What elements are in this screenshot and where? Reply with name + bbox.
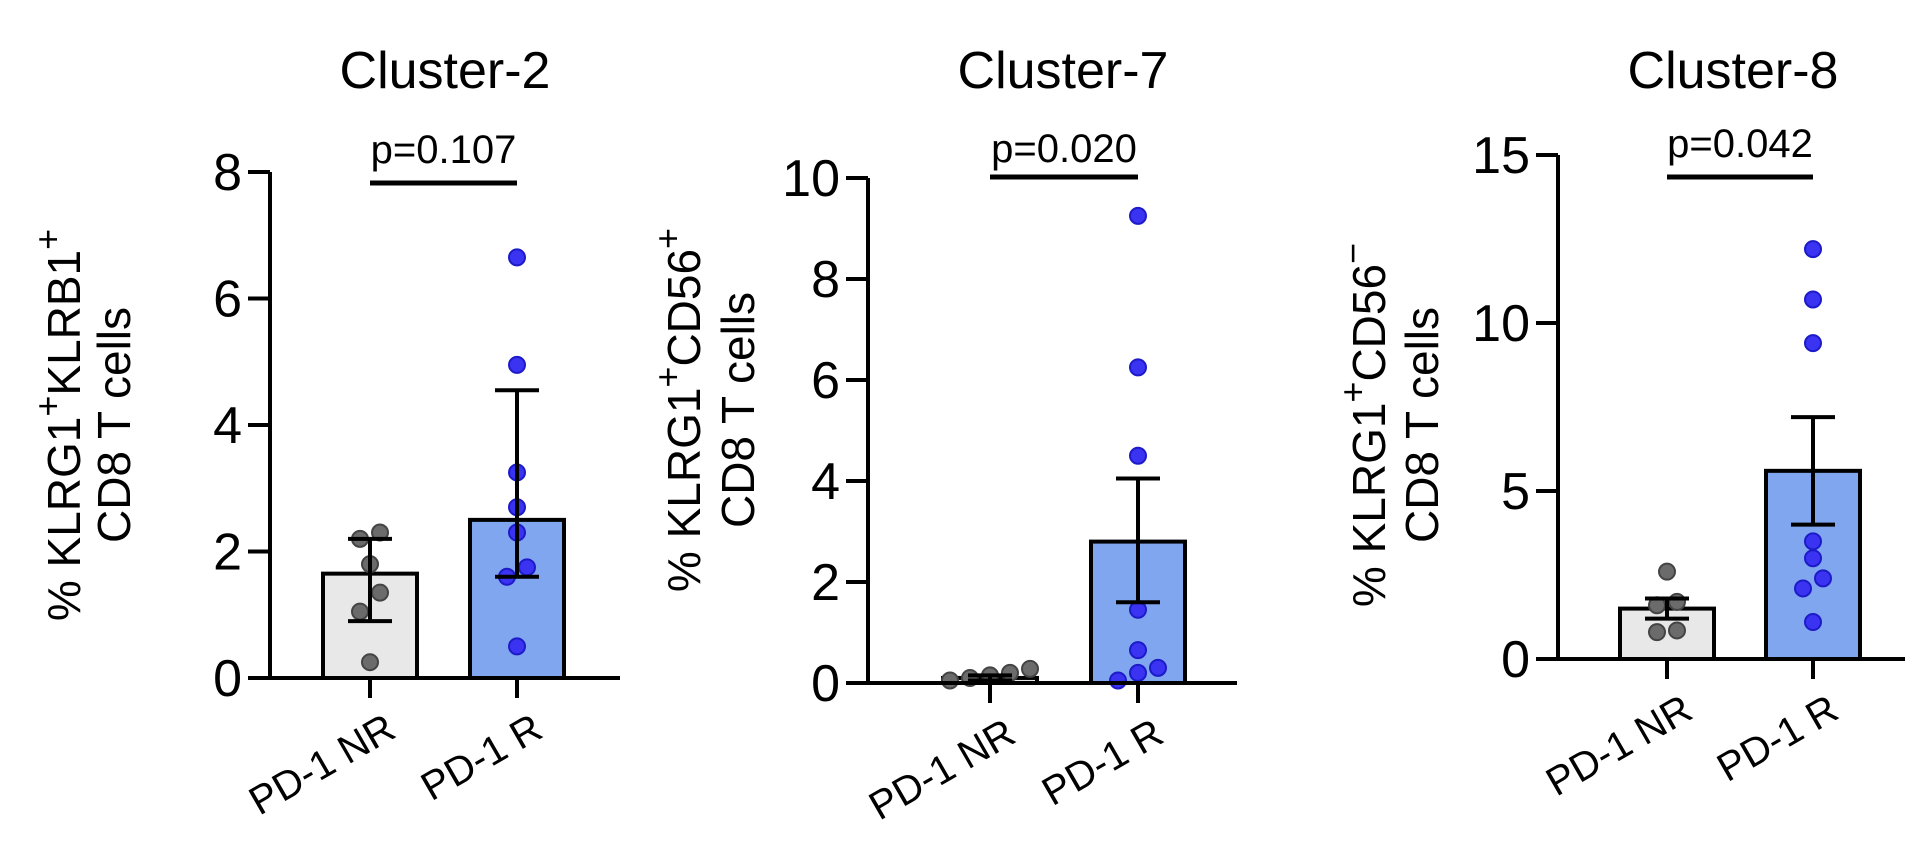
data-point-nr [1658,562,1676,581]
data-point-nr [1668,592,1686,611]
p-value-label: p=0.020 [991,127,1137,171]
data-point-r [1804,334,1822,353]
x-tick-label: PD-1 R [1710,687,1846,791]
chart-title: Cluster-7 [958,42,1169,100]
data-point-r [518,558,536,577]
y-tick-label: 4 [811,453,840,511]
data-point-r [1804,240,1822,259]
data-point-nr [361,653,379,672]
y-axis-label: % KLRG1+CD56+ [647,228,711,592]
y-label-superscript: + [647,228,688,249]
data-point-nr [371,583,389,602]
panel-3: Cluster-8% KLRG1+CD56−CD8 T cells051015P… [1332,42,1905,805]
y-label-part: % KLRG1 [1343,403,1395,608]
data-point-nr [1021,659,1039,678]
data-point-r [1804,613,1822,632]
y-tick-label: 2 [213,524,242,582]
y-label-part: CD56 [1343,264,1395,382]
y-label-part: % KLRG1 [38,417,90,622]
y-tick-label: 0 [1501,631,1530,689]
y-tick-label: 8 [811,251,840,309]
data-point-r [1129,358,1147,377]
x-tick-label: PD-1 NR [1539,687,1700,805]
y-tick-label: 6 [213,271,242,329]
data-point-r [1129,663,1147,682]
y-tick-label: 2 [811,554,840,612]
data-point-nr [351,602,369,621]
y-tick-label: 15 [1472,127,1530,185]
y-axis-label-line2: CD8 T cells [712,292,764,528]
x-tick-label: PD-1 NR [862,711,1023,829]
y-label-superscript: + [27,229,68,250]
chart-title: Cluster-2 [340,42,551,100]
y-tick-label: 10 [1472,295,1530,353]
p-value-label: p=0.107 [371,128,517,172]
y-label-superscript: + [27,396,68,417]
panel-2: Cluster-7% KLRG1+CD56+CD8 T cells0246810… [647,42,1237,829]
y-tick-label: 6 [811,352,840,410]
data-point-r [508,248,526,267]
chart-title: Cluster-8 [1628,42,1839,100]
data-point-r [508,355,526,374]
y-tick-label: 0 [811,655,840,713]
p-value-label: p=0.042 [1667,122,1813,166]
y-axis-label: % KLRG1+KLRB1+ [27,229,91,621]
data-point-nr [1648,623,1666,642]
y-tick-label: 0 [213,650,242,708]
y-axis-label-line2: CD8 T cells [88,307,140,543]
data-point-r [508,637,526,656]
data-point-r [1109,671,1127,690]
data-point-r [1129,641,1147,660]
y-axis-label-line2: CD8 T cells [1396,307,1448,543]
x-tick-label: PD-1 NR [242,706,403,824]
data-point-r [1814,569,1832,588]
y-label-superscript: + [647,367,688,388]
data-point-nr [1668,621,1686,640]
data-point-r [1804,549,1822,568]
data-point-r [1794,579,1812,598]
y-label-part: CD56 [658,249,710,367]
y-tick-label: 4 [213,397,242,455]
y-axis-label: % KLRG1+CD56− [1332,243,1396,607]
panel-1: Cluster-2% KLRG1+KLRB1+CD8 T cells02468P… [27,42,620,824]
y-tick-label: 10 [782,150,840,208]
data-point-nr [941,671,959,690]
data-point-r [1149,658,1167,677]
y-tick-label: 5 [1501,463,1530,521]
x-tick-label: PD-1 R [1035,711,1171,815]
y-label-superscript: − [1332,243,1373,264]
data-point-r [1129,206,1147,225]
y-label-superscript: + [1332,382,1373,403]
data-point-r [1804,532,1822,551]
data-point-r [1129,446,1147,465]
y-tick-label: 8 [213,144,242,202]
y-label-part: % KLRG1 [658,388,710,593]
data-point-r [1804,290,1822,309]
x-tick-label: PD-1 R [414,706,550,810]
y-label-part: KLRB1 [38,250,90,396]
